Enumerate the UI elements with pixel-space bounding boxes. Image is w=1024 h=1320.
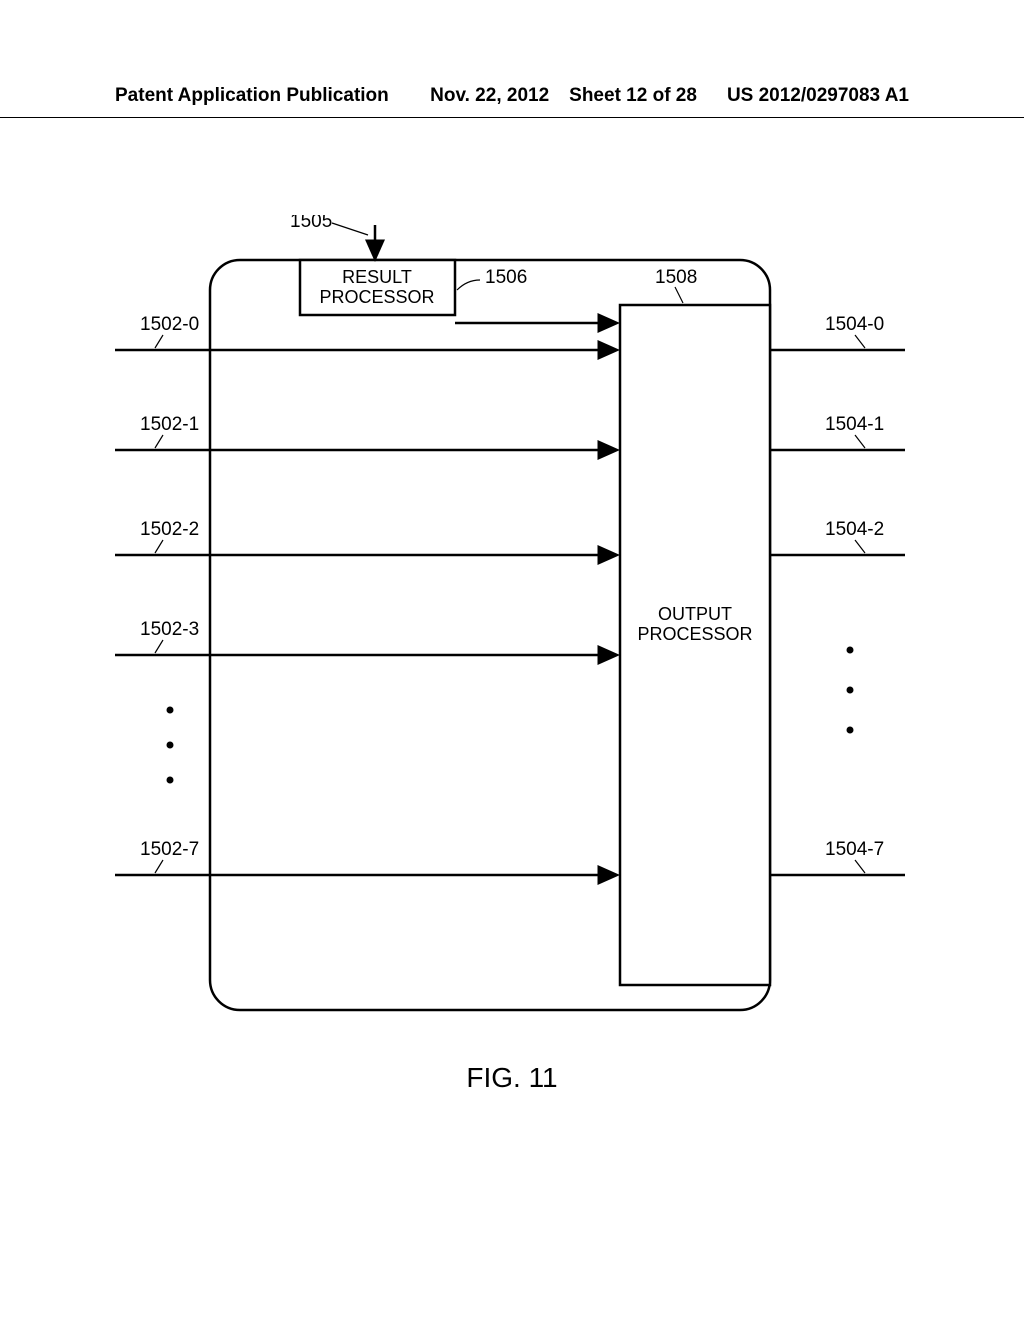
leader-1504-1	[855, 435, 865, 448]
ref-1505: 1505	[290, 215, 332, 232]
leader-1506	[457, 280, 480, 290]
ref-1508: 1508	[655, 267, 697, 288]
ref-1502-3: 1502-3	[140, 619, 199, 640]
output-processor-label-1: OUTPUT	[658, 604, 732, 624]
header-sheet: Sheet 12 of 28	[569, 85, 697, 107]
ref-1504-1: 1504-1	[825, 414, 884, 435]
leader-1504-2	[855, 540, 865, 553]
output-dots	[847, 647, 854, 734]
leader-1502-2	[155, 540, 163, 553]
figure-title: FIG. 11	[0, 1062, 1024, 1094]
result-processor-label-2: PROCESSOR	[319, 287, 434, 307]
ref-1502-2: 1502-2	[140, 519, 199, 540]
output-processor-box	[620, 305, 770, 985]
leader-1502-3	[155, 640, 163, 653]
result-processor-label-1: RESULT	[342, 267, 412, 287]
output-processor-label-2: PROCESSOR	[637, 624, 752, 644]
leader-1504-7	[855, 860, 865, 873]
ref-1502-1: 1502-1	[140, 414, 199, 435]
header-date: Nov. 22, 2012	[430, 85, 549, 107]
leader-1502-0	[155, 335, 163, 348]
page-header: Patent Application Publication Nov. 22, …	[0, 85, 1024, 118]
leader-1502-1	[155, 435, 163, 448]
ref-1504-2: 1504-2	[825, 519, 884, 540]
header-section: Patent Application Publication	[115, 85, 430, 107]
ref-1504-7: 1504-7	[825, 839, 884, 860]
ref-1502-7: 1502-7	[140, 839, 199, 860]
ref-1504-0: 1504-0	[825, 314, 884, 335]
leader-1505	[332, 223, 368, 235]
ref-1506: 1506	[485, 267, 527, 288]
header-pubnum: US 2012/0297083 A1	[727, 85, 909, 107]
leader-1504-0	[855, 335, 865, 348]
leader-1508	[675, 287, 683, 303]
diagram: OUTPUT PROCESSOR RESULT PROCESSOR 1505 1…	[115, 215, 905, 1015]
leader-1502-7	[155, 860, 163, 873]
ref-1502-0: 1502-0	[140, 314, 199, 335]
diagram-svg: OUTPUT PROCESSOR RESULT PROCESSOR 1505 1…	[115, 215, 905, 1015]
input-dots	[167, 707, 174, 784]
